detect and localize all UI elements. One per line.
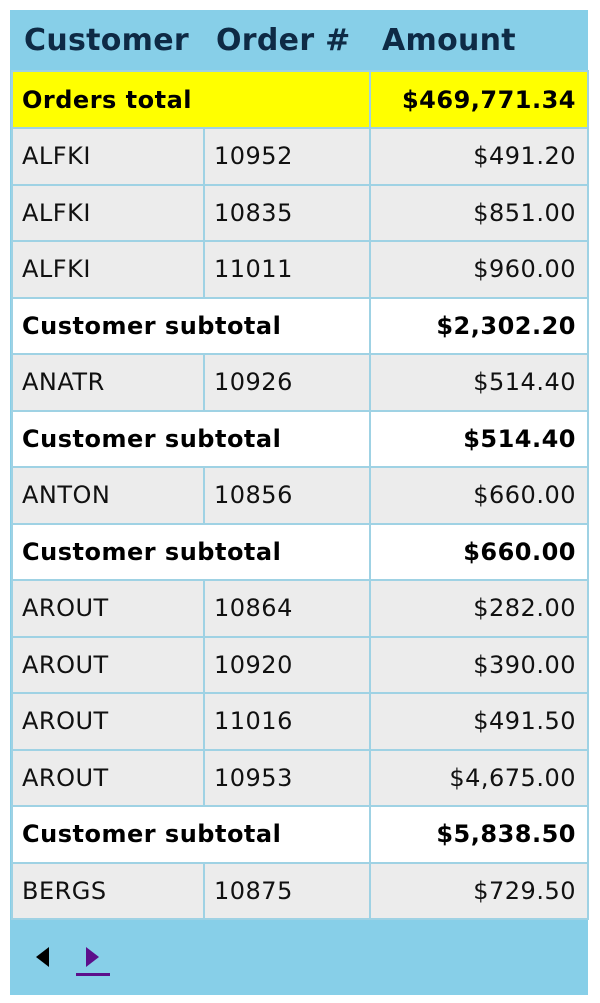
subtotal-amount: $5,838.50 [369, 805, 589, 864]
cell-customer: ANATR [11, 353, 205, 412]
cell-order-number: 10926 [203, 353, 371, 412]
column-header-amount[interactable]: Amount [370, 11, 588, 71]
table-row[interactable]: AROUT 10953 $4,675.00 [11, 748, 589, 807]
cell-customer: AROUT [11, 579, 205, 638]
cell-customer: ANTON [11, 466, 205, 525]
subtotal-row[interactable]: Customer subtotal $514.40 [11, 409, 589, 468]
cell-customer: AROUT [11, 748, 205, 807]
subtotal-label: Customer subtotal [11, 805, 371, 864]
table-row[interactable]: ALFKI 10952 $491.20 [11, 127, 589, 186]
cell-customer: ALFKI [11, 183, 205, 242]
cell-customer: ALFKI [11, 127, 205, 186]
next-page-icon [86, 947, 99, 967]
pager [10, 920, 588, 995]
cell-customer: BERGS [11, 861, 205, 920]
cell-order-number: 10864 [203, 579, 371, 638]
cell-amount: $390.00 [369, 635, 589, 694]
next-page-link[interactable] [76, 945, 110, 977]
table-row[interactable]: BERGS 10875 $729.50 [11, 861, 589, 920]
cell-amount: $729.50 [369, 861, 589, 920]
cell-amount: $4,675.00 [369, 748, 589, 807]
table-header-row: Customer Order # Amount [12, 11, 588, 71]
cell-customer: AROUT [11, 635, 205, 694]
cell-order-number: 10952 [203, 127, 371, 186]
table-body: Orders total $469,771.34 ALFKI 10952 $491.… [11, 70, 589, 920]
orders-grid: Customer Order # Amount Orders total $46… [10, 10, 589, 995]
column-header-customer[interactable]: Customer [12, 11, 204, 71]
subtotal-row[interactable]: Customer subtotal $5,838.50 [11, 805, 589, 864]
table-row[interactable]: ALFKI 11011 $960.00 [11, 240, 589, 299]
orders-table: Customer Order # Amount Orders total $46… [11, 11, 589, 920]
cell-amount: $660.00 [369, 466, 589, 525]
grand-total-label: Orders total [11, 70, 371, 129]
cell-amount: $282.00 [369, 579, 589, 638]
link-underline [76, 973, 110, 976]
cell-order-number: 10856 [203, 466, 371, 525]
cell-order-number: 11016 [203, 692, 371, 751]
cell-order-number: 10835 [203, 183, 371, 242]
subtotal-row[interactable]: Customer subtotal $2,302.20 [11, 296, 589, 355]
subtotal-amount: $2,302.20 [369, 296, 589, 355]
grand-total-row: Orders total $469,771.34 [11, 70, 589, 129]
subtotal-label: Customer subtotal [11, 409, 371, 468]
cell-amount: $514.40 [369, 353, 589, 412]
table-row[interactable]: AROUT 10864 $282.00 [11, 579, 589, 638]
cell-amount: $960.00 [369, 240, 589, 299]
cell-amount: $491.50 [369, 692, 589, 751]
subtotal-amount: $660.00 [369, 522, 589, 581]
table-row[interactable]: ANATR 10926 $514.40 [11, 353, 589, 412]
subtotal-amount: $514.40 [369, 409, 589, 468]
cell-order-number: 10920 [203, 635, 371, 694]
cell-amount: $491.20 [369, 127, 589, 186]
table-row[interactable]: ANTON 10856 $660.00 [11, 466, 589, 525]
cell-customer: ALFKI [11, 240, 205, 299]
grand-total-amount: $469,771.34 [369, 70, 589, 129]
subtotal-label: Customer subtotal [11, 296, 371, 355]
cell-order-number: 11011 [203, 240, 371, 299]
cell-order-number: 10953 [203, 748, 371, 807]
previous-page-icon[interactable] [36, 947, 49, 967]
subtotal-row[interactable]: Customer subtotal $660.00 [11, 522, 589, 581]
cell-customer: AROUT [11, 692, 205, 751]
table-row[interactable]: AROUT 10920 $390.00 [11, 635, 589, 694]
cell-order-number: 10875 [203, 861, 371, 920]
table-row[interactable]: ALFKI 10835 $851.00 [11, 183, 589, 242]
column-header-order[interactable]: Order # [204, 11, 370, 71]
table-row[interactable]: AROUT 11016 $491.50 [11, 692, 589, 751]
subtotal-label: Customer subtotal [11, 522, 371, 581]
cell-amount: $851.00 [369, 183, 589, 242]
